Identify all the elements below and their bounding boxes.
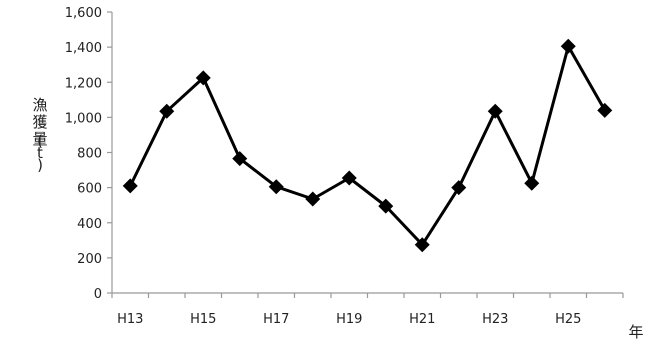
data-point <box>341 170 357 186</box>
y-axis-label: 漁獲量(t) <box>32 96 47 174</box>
data-point <box>414 237 430 253</box>
y-axis-label-char: ) <box>37 156 43 174</box>
y-tick-label: 1,000 <box>65 111 102 126</box>
y-axis-label-char: ( <box>37 132 43 150</box>
y-tick-label: 600 <box>77 182 102 197</box>
y-axis-label-char: 漁 <box>32 96 47 114</box>
y-tick-label: 1,600 <box>65 6 102 21</box>
y-tick-label: 400 <box>77 217 102 232</box>
data-point <box>524 175 540 191</box>
data-point <box>451 180 467 196</box>
x-tick-label: H15 <box>190 312 216 327</box>
x-tick-label: H23 <box>482 312 508 327</box>
data-point <box>487 103 503 119</box>
y-tick-label: 1,200 <box>65 76 102 91</box>
data-point <box>597 102 613 118</box>
y-tick-label: 0 <box>94 287 102 302</box>
x-tick-label: H21 <box>409 312 435 327</box>
y-axis-ticks: 0 200 400 600 800 1,000 1,200 1,400 1,600 <box>65 6 112 302</box>
data-point <box>378 198 394 214</box>
series-line <box>128 44 607 247</box>
data-point <box>122 178 138 194</box>
data-point <box>305 191 321 207</box>
data-point <box>268 179 284 195</box>
data-point <box>560 38 576 54</box>
data-point <box>159 103 175 119</box>
data-point <box>232 151 248 167</box>
x-axis-label: 年 <box>628 323 643 341</box>
series-group <box>122 38 613 253</box>
x-tick-label: H17 <box>263 312 289 327</box>
y-axis-label-char: 獲 <box>32 113 47 131</box>
y-tick-label: 800 <box>77 147 102 162</box>
data-point <box>195 70 211 86</box>
y-axis-label-char: 量 <box>32 130 47 148</box>
x-tick-label: H25 <box>555 312 581 327</box>
x-tick-label: H19 <box>336 312 362 327</box>
x-axis-ticks: H13 H15 H17 H19 H21 H23 H25 <box>111 293 624 327</box>
x-tick-label: H13 <box>117 312 143 327</box>
y-tick-label: 200 <box>77 252 102 267</box>
y-tick-label: 1,400 <box>65 41 102 56</box>
y-axis-label-char: t <box>37 144 43 162</box>
